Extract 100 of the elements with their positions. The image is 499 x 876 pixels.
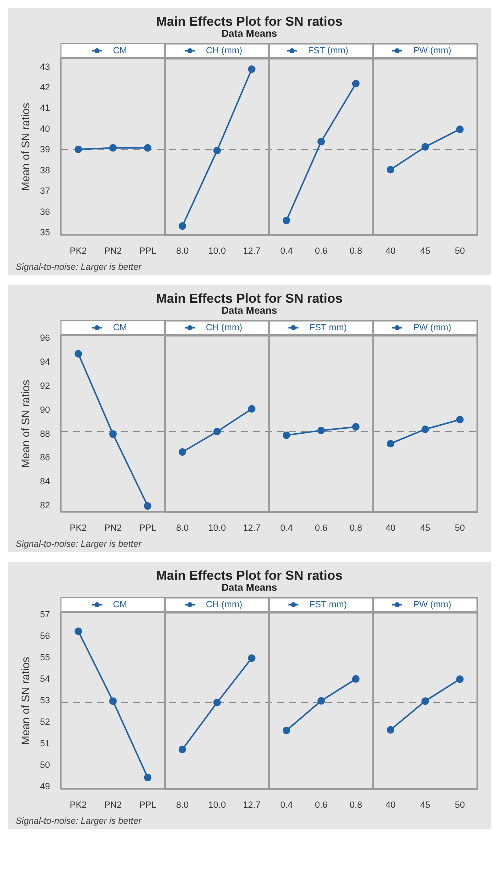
point (456, 676, 464, 684)
legend-label: CH (mm) (206, 322, 243, 332)
point (456, 416, 464, 424)
text: Signal-to-noise: Larger is better (16, 262, 143, 272)
y-tick-label: 36 (40, 206, 50, 217)
chart-subtitle: Data Means (220, 29, 278, 40)
point (214, 699, 222, 707)
y-tick-label: 54 (40, 674, 50, 684)
point (387, 726, 395, 734)
x-tick-label: 10.0 (208, 246, 226, 256)
x-tick-label: PK2 (70, 800, 88, 810)
y-tick-label: 90 (40, 404, 50, 415)
point (352, 423, 360, 431)
x-tick-label: 50 (455, 523, 466, 534)
y-axis-title: Mean of SN ratios (20, 102, 33, 192)
x-tick-label: PN2 (104, 246, 122, 256)
point (214, 147, 222, 155)
x-tick-label: 0.6 (315, 246, 328, 256)
x-tick-label: 40 (386, 246, 396, 256)
y-tick-label: 38 (40, 165, 50, 176)
x-tick-label: 0.4 (280, 523, 293, 534)
x-tick-label: 12.7 (243, 523, 261, 534)
x-tick-label: 8.0 (176, 800, 189, 810)
point (178, 448, 186, 456)
y-tick-label: 55 (40, 652, 50, 663)
x-tick-label: 40 (386, 800, 396, 810)
point (387, 166, 395, 174)
x-tick-label: PPL (139, 246, 156, 256)
point (456, 126, 464, 134)
point (248, 66, 256, 74)
y-axis-title: Mean of SN ratios (20, 380, 33, 468)
point (282, 727, 290, 735)
x-tick-label: 0.4 (280, 246, 293, 256)
text: Signal-to-noise: Larger is better (16, 539, 143, 549)
x-tick-label: 50 (455, 246, 466, 256)
legend-label: PW (mm) (413, 322, 452, 332)
x-tick-label: 45 (420, 246, 430, 256)
point (178, 222, 186, 230)
point (74, 146, 82, 154)
point (214, 428, 222, 436)
x-tick-label: 8.0 (176, 523, 189, 534)
legend-label: FST (mm) (308, 45, 349, 56)
chart-subtitle: Data Means (220, 306, 278, 317)
y-tick-label: 35 (40, 228, 50, 238)
y-tick-label: 53 (40, 696, 50, 706)
point (109, 430, 117, 438)
x-tick-label: PPL (139, 523, 156, 534)
point (144, 502, 152, 510)
y-tick-label: 57 (40, 610, 50, 620)
y-tick-label: 51 (40, 738, 50, 749)
x-tick-label: 12.7 (243, 800, 261, 810)
x-tick-label: 50 (455, 800, 466, 810)
y-tick-label: 84 (40, 476, 50, 487)
chart-title: Main Effects Plot for SN ratios (155, 568, 344, 583)
y-tick-label: 49 (40, 782, 50, 792)
y-tick-label: 56 (40, 631, 50, 642)
legend-label: CM (113, 322, 128, 332)
x-tick-label: 0.6 (315, 800, 328, 810)
y-tick-label: 92 (40, 380, 50, 391)
point (282, 432, 290, 440)
legend-label: PW (mm) (413, 45, 452, 56)
point (74, 350, 82, 358)
y-tick-label: 86 (40, 452, 50, 463)
x-tick-label: PK2 (70, 246, 88, 256)
x-tick-label: 8.0 (176, 246, 189, 256)
point (318, 426, 326, 434)
x-tick-label: PK2 (70, 523, 88, 534)
point (422, 698, 430, 706)
point (248, 654, 256, 662)
x-tick-label: 0.8 (350, 800, 362, 810)
legend-label: FST mm) (310, 599, 348, 610)
point (144, 144, 152, 152)
y-tick-label: 50 (40, 760, 50, 770)
y-tick-label: 42 (40, 82, 50, 93)
y-tick-label: 94 (40, 356, 50, 367)
x-tick-label: 0.8 (350, 523, 362, 534)
chart-title: Main Effects Plot for SN ratios (155, 14, 344, 29)
chart-title: Main Effects Plot for SN ratios (155, 291, 344, 306)
x-tick-label: 12.7 (243, 246, 261, 256)
point (387, 440, 395, 448)
point (109, 144, 117, 152)
y-tick-label: 96 (40, 332, 50, 343)
chart-subtitle: Data Means (220, 583, 278, 594)
point (282, 216, 290, 224)
point (422, 143, 430, 151)
y-tick-label: 43 (40, 62, 50, 72)
legend-label: PW (mm) (413, 599, 452, 610)
legend-label: CH (mm) (206, 45, 243, 56)
x-tick-label: 45 (420, 800, 430, 810)
x-tick-label: PN2 (104, 523, 122, 534)
y-tick-label: 52 (40, 717, 50, 728)
point (178, 746, 186, 754)
point (109, 698, 117, 706)
y-tick-label: 82 (40, 500, 50, 511)
legend-label: CM (113, 599, 128, 610)
y-tick-label: 41 (40, 103, 50, 114)
point (422, 426, 430, 434)
x-tick-label: 10.0 (208, 523, 226, 534)
x-tick-label: PN2 (104, 800, 122, 810)
x-tick-label: 10.0 (208, 800, 226, 810)
